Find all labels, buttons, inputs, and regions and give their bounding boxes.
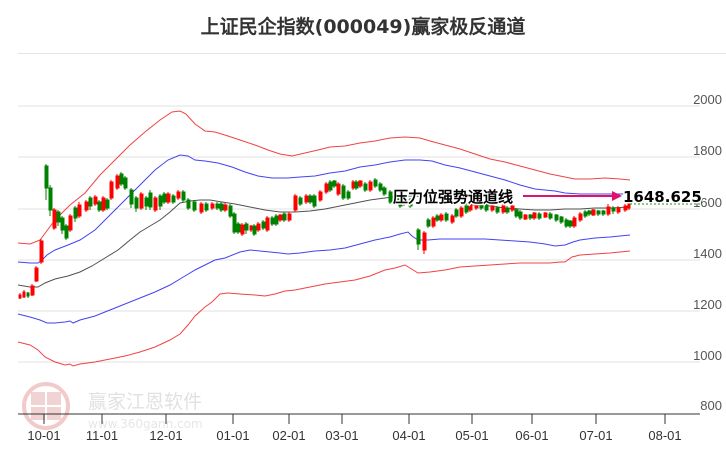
x-axis: 10-01 11-01 12-01 01-01 02-01 03-01 04-0… (18, 413, 700, 443)
x-tick-12-01: 12-01 (149, 428, 182, 443)
x-tick-04-01: 04-01 (392, 428, 425, 443)
title-divider (18, 53, 726, 54)
chart-title: 上证民企指数(000049)赢家极反通道 (200, 16, 526, 38)
watermark-url: www.360gann.com (88, 417, 203, 431)
middle-line (17, 195, 631, 288)
y-tick-1000: 1000 (693, 348, 722, 363)
watermark-brand: 赢家江恩软件 (88, 391, 202, 413)
x-tick-08-01: 08-01 (648, 428, 681, 443)
x-tick-05-01: 05-01 (455, 428, 488, 443)
x-tick-01-01: 01-01 (216, 428, 249, 443)
y-tick-1400: 1400 (693, 246, 722, 261)
x-tick-11-01: 11-01 (86, 428, 118, 443)
outer-upper-band (17, 110, 631, 245)
y-tick-1200: 1200 (693, 297, 722, 312)
arrow-right-icon (612, 191, 622, 201)
resistance-annotation: 压力位强势通道线 1648.625 (392, 187, 704, 208)
y-tick-1800: 1800 (693, 143, 722, 158)
annotation-label: 压力位强势通道线 (393, 188, 513, 206)
watermark: 赢家江恩软件 www.360gann.com (22, 382, 203, 431)
gridlines (18, 105, 700, 363)
x-tick-06-01: 06-01 (515, 428, 548, 443)
outer-lower-band (17, 250, 631, 367)
annotation-value: 1648.625 (623, 188, 702, 206)
y-tick-2000: 2000 (693, 92, 722, 107)
x-tick-03-01: 03-01 (325, 428, 358, 443)
inner-upper-band (17, 154, 630, 264)
y-tick-1600: 1600 (693, 195, 722, 210)
inner-lower-band (17, 231, 631, 324)
candlesticks (18, 164, 631, 299)
watermark-seal-icon (22, 382, 70, 430)
x-tick-02-01: 02-01 (272, 428, 305, 443)
y-axis: 2000 1800 1600 1400 1200 1000 800 (693, 92, 722, 413)
y-tick-800: 800 (700, 398, 722, 413)
x-tick-07-01: 07-01 (579, 428, 612, 443)
x-tick-10-01: 10-01 (27, 428, 60, 443)
